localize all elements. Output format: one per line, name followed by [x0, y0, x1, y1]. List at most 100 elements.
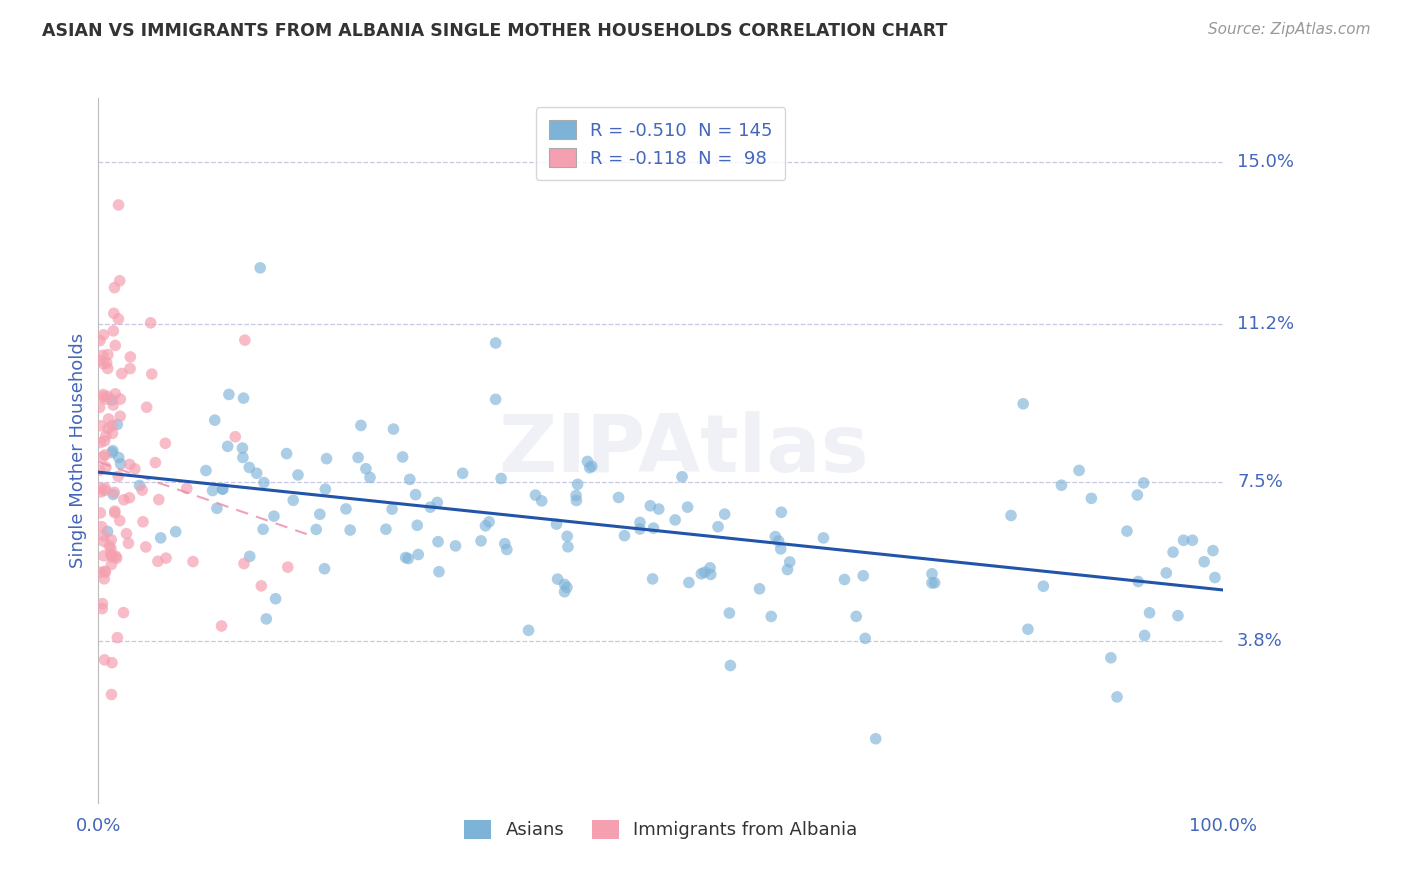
Point — [763, 530, 786, 544]
Point — [470, 533, 492, 548]
Point — [131, 483, 153, 497]
Point — [120, 361, 142, 376]
Text: Source: ZipAtlas.com: Source: ZipAtlas.com — [1208, 22, 1371, 37]
Point — [108, 514, 131, 528]
Point — [314, 562, 336, 576]
Point — [93, 327, 115, 342]
Point — [93, 653, 115, 667]
Y-axis label: Single Mother Households: Single Mother Households — [69, 333, 87, 568]
Point — [335, 502, 357, 516]
Point — [761, 609, 783, 624]
Point — [101, 487, 124, 501]
Legend: Asians, Immigrants from Albania: Asians, Immigrants from Albania — [457, 813, 865, 847]
Point — [396, 551, 419, 566]
Point — [253, 475, 276, 490]
Point — [94, 429, 117, 443]
Point — [524, 488, 547, 502]
Point — [100, 547, 122, 561]
Point — [565, 488, 588, 502]
Point — [1132, 475, 1154, 490]
Point — [135, 401, 157, 415]
Point — [232, 450, 254, 465]
Point — [921, 576, 943, 591]
Point — [118, 491, 141, 505]
Point — [205, 501, 228, 516]
Point — [1128, 574, 1150, 589]
Point — [239, 549, 262, 564]
Point — [845, 609, 868, 624]
Point — [718, 658, 741, 673]
Point — [770, 505, 793, 519]
Point — [103, 324, 125, 338]
Point — [94, 481, 117, 495]
Point — [101, 445, 124, 459]
Point — [112, 492, 135, 507]
Point — [104, 506, 127, 520]
Point — [567, 477, 589, 491]
Point — [713, 507, 735, 521]
Point — [495, 542, 517, 557]
Point — [176, 481, 198, 495]
Point — [852, 568, 875, 582]
Point — [406, 548, 429, 562]
Point — [155, 436, 177, 450]
Point — [1192, 555, 1215, 569]
Point — [89, 506, 111, 520]
Point — [94, 460, 117, 475]
Point — [834, 573, 856, 587]
Point — [517, 624, 540, 638]
Point — [105, 417, 128, 432]
Text: ZIPAtlas: ZIPAtlas — [498, 411, 869, 490]
Point — [1139, 606, 1161, 620]
Point — [779, 555, 801, 569]
Point — [96, 524, 118, 539]
Point — [640, 499, 662, 513]
Point — [547, 572, 569, 586]
Point — [100, 558, 122, 572]
Point — [1204, 570, 1226, 584]
Point — [112, 606, 135, 620]
Text: 15.0%: 15.0% — [1237, 153, 1294, 171]
Point — [104, 338, 127, 352]
Point — [581, 459, 603, 474]
Point — [308, 508, 330, 522]
Point — [232, 391, 254, 405]
Point — [233, 557, 256, 571]
Point — [578, 460, 600, 475]
Point — [89, 334, 111, 348]
Point — [276, 446, 298, 460]
Point — [557, 540, 579, 554]
Point — [693, 565, 716, 579]
Point — [1012, 397, 1035, 411]
Point — [97, 390, 120, 404]
Text: 3.8%: 3.8% — [1237, 632, 1282, 649]
Point — [1133, 628, 1156, 642]
Point — [181, 555, 204, 569]
Point — [94, 565, 117, 579]
Point — [91, 387, 114, 401]
Point — [101, 418, 124, 433]
Point — [381, 502, 404, 516]
Point — [194, 464, 217, 478]
Point — [108, 409, 131, 424]
Point — [89, 565, 111, 579]
Point — [1080, 491, 1102, 506]
Text: 11.2%: 11.2% — [1237, 316, 1295, 334]
Point — [145, 456, 167, 470]
Point — [101, 549, 124, 563]
Point — [1181, 533, 1204, 548]
Point — [314, 482, 336, 496]
Point — [427, 534, 450, 549]
Point — [217, 439, 239, 453]
Point — [110, 457, 132, 471]
Point — [111, 367, 134, 381]
Point — [93, 529, 115, 543]
Point — [101, 656, 124, 670]
Point — [1105, 690, 1128, 704]
Point — [613, 529, 636, 543]
Point — [132, 515, 155, 529]
Point — [97, 348, 120, 362]
Point — [91, 597, 114, 611]
Point — [224, 430, 246, 444]
Point — [1050, 478, 1073, 492]
